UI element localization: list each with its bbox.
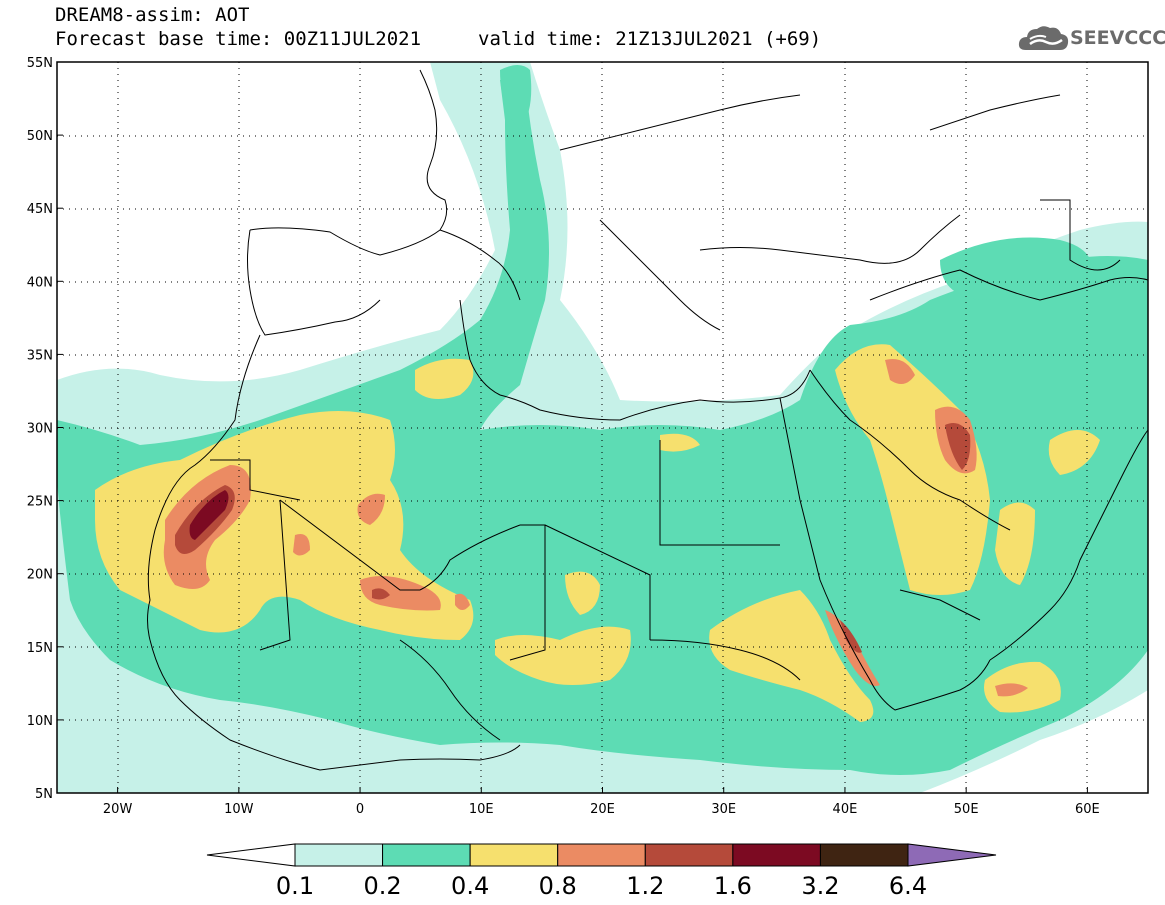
colorbar-box — [732, 843, 821, 867]
lon-label: 50E — [954, 802, 979, 817]
colorbar-under — [206, 843, 296, 867]
colorbar-level-label: 1.2 — [626, 872, 665, 900]
lat-axis: 5N 10N 15N 20N 25N 30N 35N 40N 45N 50N 55N — [27, 56, 63, 802]
lat-label: 50N — [27, 129, 53, 144]
map-title: DREAM8-assim: AOT — [55, 4, 250, 26]
logo-text: SEEVCCC — [1070, 27, 1165, 49]
aot-field — [57, 62, 1148, 793]
lon-label: 10W — [224, 802, 254, 817]
colorbar-level-label: 3.2 — [801, 872, 840, 900]
lon-label: 0 — [356, 802, 364, 817]
colorbar-level-label: 0.2 — [363, 872, 402, 900]
lon-label: 20E — [590, 802, 615, 817]
colorbar-box — [819, 843, 909, 867]
colorbar-box — [557, 843, 646, 867]
colorbar-box — [644, 843, 734, 867]
lat-label: 45N — [27, 202, 53, 217]
lon-label: 20W — [103, 802, 133, 817]
lon-axis: 20W 10W 0 10E 20E 30E 40E 50E 60E — [103, 787, 1100, 817]
lat-label: 30N — [27, 422, 53, 437]
colorbar-box — [294, 843, 384, 867]
forecast-time-line: Forecast base time: 00Z11JUL2021 valid ti… — [55, 28, 821, 50]
lat-label: 20N — [27, 568, 53, 583]
valid-time: valid time: 21Z13JUL2021 (+69) — [478, 28, 822, 50]
lat-label: 55N — [27, 56, 53, 71]
seevccc-logo: SEEVCCC — [1018, 22, 1165, 56]
colorbar-level-label: 0.1 — [275, 872, 315, 900]
lat-label: 15N — [27, 641, 53, 656]
base-time: Forecast base time: 00Z11JUL2021 — [55, 28, 422, 50]
lat-label: 10N — [27, 714, 53, 729]
lat-label: 25N — [27, 495, 53, 510]
coastlines — [147, 69, 1148, 771]
colorbar — [206, 843, 997, 867]
lon-label: 10E — [469, 802, 494, 817]
colorbar-level-label: 1.6 — [713, 872, 752, 900]
colorbar-over — [907, 843, 997, 867]
colorbar-level-label: 0.8 — [538, 872, 577, 900]
lat-label: 40N — [27, 275, 53, 290]
lat-label: 35N — [27, 348, 53, 363]
colorbar-level-label: 0.4 — [451, 872, 490, 900]
lon-label: 60E — [1075, 802, 1100, 817]
colorbar-box — [382, 843, 471, 867]
cloud-icon — [1018, 26, 1069, 50]
lon-label: 30E — [711, 802, 736, 817]
lon-label: 40E — [833, 802, 858, 817]
lat-label: 5N — [35, 787, 53, 802]
colorbar-level-label: 6.4 — [888, 872, 928, 900]
colorbar-box — [469, 843, 559, 867]
